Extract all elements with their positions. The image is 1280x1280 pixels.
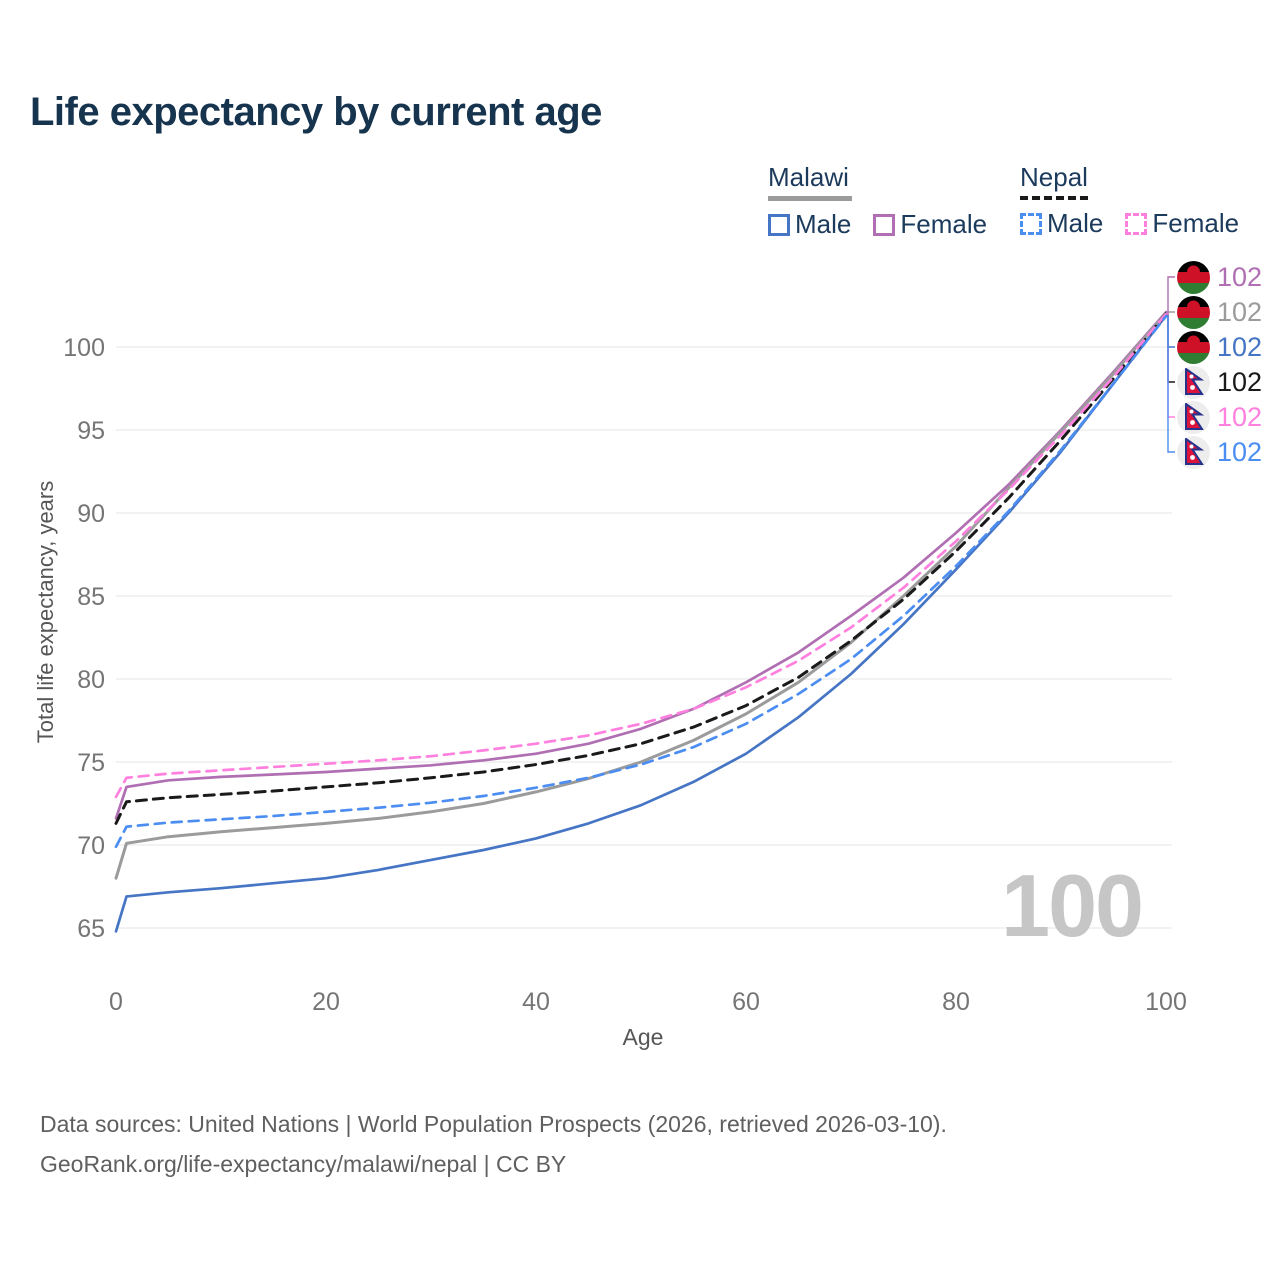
end-label-malawi-male: 102 — [1177, 330, 1262, 364]
y-tick-85: 85 — [77, 583, 105, 611]
end-value: 102 — [1217, 261, 1263, 292]
end-label-nepal-male: 102 — [1177, 435, 1262, 469]
nepal-line-swatch — [1020, 196, 1088, 200]
legend-label-nepal: Nepal — [1020, 162, 1088, 192]
legend-header-nepal[interactable]: Nepal — [1020, 162, 1239, 200]
footer-data-sources: Data sources: United Nations | World Pop… — [40, 1111, 947, 1137]
malawi-line-swatch — [768, 196, 852, 201]
y-tick-75: 75 — [77, 749, 105, 777]
legend-item-nepal-male[interactable]: Male — [1020, 208, 1103, 239]
end-label-malawi-female: 102 — [1177, 260, 1262, 294]
legend-header-malawi[interactable]: Malawi — [768, 162, 987, 201]
end-value: 102 — [1217, 436, 1263, 467]
legend-item-malawi-female[interactable]: Female — [873, 209, 987, 240]
x-tick-40: 40 — [522, 988, 550, 1016]
malawi-female-swatch — [873, 213, 896, 236]
legend-group-malawi: Malawi Male Female — [768, 162, 987, 240]
footer-attribution: GeoRank.org/life-expectancy/malawi/nepal… — [40, 1151, 567, 1177]
end-label-malawi-total: 102 — [1177, 295, 1262, 329]
malawi-flag-icon — [1177, 330, 1210, 364]
legend-label-nepal-female: Female — [1152, 208, 1240, 238]
series-line-nepal-total[interactable] — [114, 312, 1168, 825]
age-counter-watermark: 100 — [1001, 856, 1144, 955]
legend-label-malawi: Malawi — [768, 162, 849, 192]
end-label-leader-malawi-female — [1166, 276, 1175, 313]
x-tick-20: 20 — [312, 988, 340, 1016]
legend-item-malawi-male[interactable]: Male — [768, 209, 851, 240]
x-tick-80: 80 — [942, 988, 970, 1016]
legend-label-malawi-male: Male — [795, 209, 852, 239]
end-label-leader-nepal-male — [1166, 315, 1175, 453]
nepal-flag-icon — [1177, 400, 1210, 434]
series-line-nepal-female[interactable] — [114, 312, 1168, 799]
nepal-flag-icon — [1177, 365, 1210, 399]
end-value: 102 — [1217, 296, 1263, 327]
y-tick-95: 95 — [77, 417, 105, 445]
x-tick-60: 60 — [732, 988, 760, 1016]
nepal-female-swatch — [1125, 212, 1148, 235]
y-tick-100: 100 — [63, 334, 105, 362]
y-tick-65: 65 — [77, 915, 105, 943]
y-tick-80: 80 — [77, 666, 105, 694]
end-label-nepal-total: 102 — [1177, 365, 1262, 399]
series-line-nepal-male[interactable] — [114, 314, 1168, 849]
nepal-flag-icon — [1177, 435, 1210, 469]
nepal-male-swatch — [1020, 212, 1042, 235]
y-axis-title: Total life expectancy, years — [33, 480, 58, 744]
malawi-flag-icon — [1177, 295, 1210, 329]
x-tick-100: 100 — [1145, 988, 1187, 1016]
legend-label-nepal-male: Male — [1047, 208, 1104, 238]
x-tick-0: 0 — [109, 988, 123, 1016]
y-tick-90: 90 — [77, 500, 105, 528]
malawi-flag-icon — [1177, 260, 1210, 294]
x-axis-title: Age — [622, 1024, 664, 1050]
legend-group-nepal: Nepal Male Female — [1020, 162, 1239, 239]
legend-label-malawi-female: Female — [900, 209, 988, 239]
end-label-nepal-female: 102 — [1177, 400, 1262, 434]
malawi-male-swatch — [768, 213, 790, 236]
footer: Data sources: United Nations | World Pop… — [40, 1104, 947, 1184]
series-line-malawi-female[interactable] — [114, 310, 1168, 820]
page-title: Life expectancy by current age — [30, 90, 602, 134]
end-value: 102 — [1217, 401, 1263, 432]
y-tick-70: 70 — [77, 832, 105, 860]
end-value: 102 — [1217, 331, 1263, 362]
legend-item-nepal-female[interactable]: Female — [1125, 208, 1239, 239]
end-value: 102 — [1217, 366, 1263, 397]
series-line-malawi-male[interactable] — [114, 314, 1168, 933]
